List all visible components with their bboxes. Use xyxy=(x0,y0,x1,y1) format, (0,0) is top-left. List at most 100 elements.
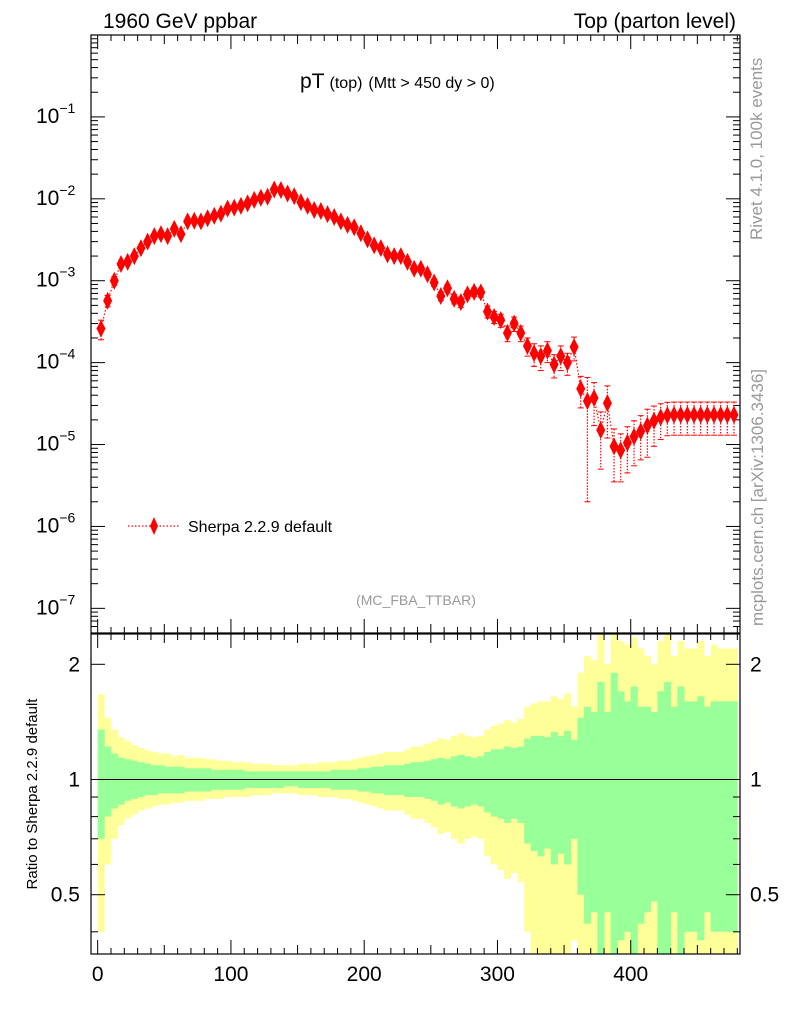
band-bin xyxy=(577,717,585,895)
data-point xyxy=(429,273,439,292)
data-point xyxy=(689,405,699,424)
data-point xyxy=(143,232,153,251)
main-frame xyxy=(90,34,741,634)
band-bin xyxy=(570,739,578,839)
band-bin xyxy=(724,701,732,932)
y-tick-label: 10−1 xyxy=(36,100,76,128)
ratio-y-tick-label-left: 2 xyxy=(68,653,80,676)
data-point xyxy=(156,225,166,244)
band-bin xyxy=(657,691,665,954)
data-point xyxy=(422,265,432,284)
band-bin xyxy=(530,735,538,852)
data-point xyxy=(169,219,179,238)
data-point xyxy=(403,252,413,271)
header-left: 1960 GeV ppbar xyxy=(103,10,257,33)
data-point xyxy=(363,230,373,249)
ratio-y-tick-label-right: 2 xyxy=(750,653,762,676)
data-point xyxy=(96,319,106,338)
data-point xyxy=(582,391,592,410)
data-point xyxy=(229,198,239,217)
data-point xyxy=(343,215,353,234)
data-point xyxy=(189,211,199,230)
data-point xyxy=(316,201,326,220)
band-bin xyxy=(584,706,592,924)
data-point xyxy=(116,255,126,274)
data-point xyxy=(336,212,346,231)
data-point xyxy=(389,247,399,266)
band-bin xyxy=(397,765,405,796)
data-point xyxy=(349,218,359,237)
band-bin xyxy=(497,749,505,819)
band-bin xyxy=(644,706,652,913)
band-bin xyxy=(690,701,698,932)
data-point xyxy=(376,239,386,258)
data-point xyxy=(556,347,566,366)
main-y-tick-labels: 10−1 10−2 10−3 10−4 10−5 10−6 10−7 xyxy=(36,100,76,619)
main-ticks xyxy=(91,34,740,634)
ratio-y-tick-label-right: 0.5 xyxy=(750,884,779,907)
band-bin xyxy=(290,771,298,787)
data-point xyxy=(496,311,506,330)
band-bin xyxy=(470,757,478,805)
band-bin xyxy=(590,712,598,913)
data-point xyxy=(249,190,259,209)
data-point xyxy=(216,204,226,223)
data-point xyxy=(722,405,732,424)
ratio-ticks xyxy=(91,634,740,954)
data-point xyxy=(489,308,499,327)
band-bin xyxy=(170,766,179,794)
data-point xyxy=(576,379,586,398)
ratio-panel: 0.5 0.5 1 1 2 2 0 100 200 300 400 Ratio to Sherpa… xyxy=(24,633,779,986)
band-bin xyxy=(370,766,378,794)
data-point xyxy=(516,323,526,342)
ratio-frame xyxy=(90,633,741,955)
band-bin xyxy=(630,686,638,954)
x-tick-labels: 0 100 200 300 400 xyxy=(92,963,648,986)
data-point xyxy=(269,180,279,199)
band-bin xyxy=(550,732,558,865)
data-point xyxy=(396,247,406,266)
band-bin xyxy=(637,706,645,924)
data-point xyxy=(209,206,219,225)
band-bin xyxy=(484,752,492,813)
data-point xyxy=(656,408,666,427)
band-bin xyxy=(677,686,685,954)
band-bin xyxy=(437,757,445,805)
data-point xyxy=(383,245,393,264)
x-tick-label: 0 xyxy=(92,963,104,986)
rivet-label: Rivet 4.1.0, 100k events xyxy=(747,58,766,240)
x-tick-label: 100 xyxy=(213,963,248,986)
y-tick-label: 10−5 xyxy=(36,428,76,456)
data-point xyxy=(369,236,379,255)
x-tick-label: 400 xyxy=(613,963,648,986)
band-bin xyxy=(477,756,485,807)
data-point xyxy=(469,282,479,301)
band-bin xyxy=(664,681,672,954)
band-bin xyxy=(597,681,605,954)
data-point xyxy=(476,283,486,302)
data-point xyxy=(409,259,419,278)
data-point xyxy=(709,405,719,424)
data-point xyxy=(522,336,532,355)
data-point xyxy=(609,437,619,456)
data-point xyxy=(629,427,639,446)
data-point xyxy=(662,406,672,425)
band-bin xyxy=(177,766,185,794)
main-panel: 10−1 10−2 10−3 10−4 10−5 10−6 10−7 pT (top) (Mtt… xyxy=(36,34,741,634)
data-point xyxy=(642,416,652,435)
legend-marker xyxy=(150,517,158,535)
band-bin xyxy=(717,701,725,932)
data-point xyxy=(622,433,632,452)
band-bin xyxy=(557,735,565,854)
data-point xyxy=(589,388,599,407)
plot-title: pT (top) (Mtt > 450 dy > 0) xyxy=(300,70,495,93)
ratio-ylabel: Ratio to Sherpa 2.2.9 default xyxy=(24,698,41,890)
band-bin xyxy=(510,747,518,819)
band-bin xyxy=(110,753,119,809)
y-tick-label: 10−6 xyxy=(36,509,76,537)
data-point xyxy=(283,184,293,203)
band-bin xyxy=(697,696,705,941)
band-bin xyxy=(284,771,292,787)
analysis-label: (MC_FBA_TTBAR) xyxy=(356,592,476,608)
data-point xyxy=(176,225,186,244)
